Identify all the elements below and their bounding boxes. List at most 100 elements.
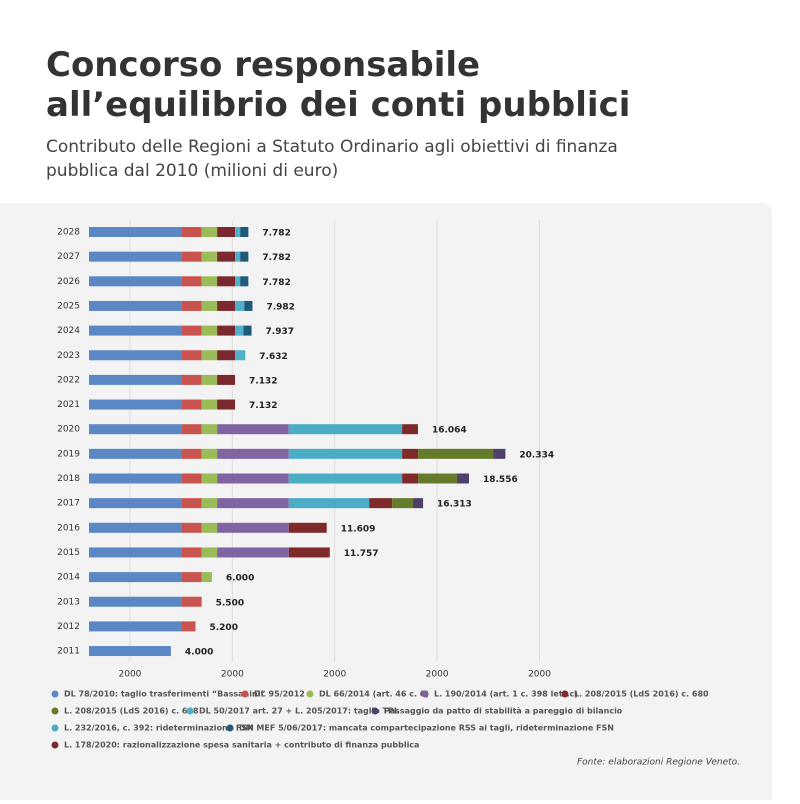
bar-segment <box>201 473 218 484</box>
bar-segment <box>217 424 289 435</box>
total-label: 16.313 <box>437 500 472 510</box>
bar-segment <box>181 251 202 262</box>
bar-segment <box>217 350 236 361</box>
bar-segment <box>89 621 182 632</box>
bar-segment <box>89 399 182 410</box>
legend-marker <box>51 690 59 698</box>
bar-segment <box>235 325 244 336</box>
legend-label: L. 208/2015 (LdS 2016) c. 688 <box>64 707 199 716</box>
total-label: 18.556 <box>483 475 518 485</box>
bar-segment <box>402 424 418 435</box>
bar-segment <box>89 227 182 237</box>
bar-segment <box>89 522 182 533</box>
bar-segment <box>181 498 202 509</box>
legend-marker <box>421 690 429 698</box>
bar-segment <box>201 227 218 237</box>
bar-segment <box>418 448 494 459</box>
total-label: 7.132 <box>249 376 277 386</box>
total-label: 7.632 <box>259 352 287 362</box>
bar-segment <box>402 473 419 484</box>
bar-segment <box>89 300 182 311</box>
total-label: 5.500 <box>216 598 244 608</box>
total-label: 11.609 <box>341 524 376 534</box>
bar-segment <box>181 473 202 484</box>
y-tick-label: 2026 <box>57 277 80 287</box>
bar-segment <box>217 227 236 237</box>
legend-label: L. 190/2014 (art. 1 c. 398 lett.c) <box>434 690 578 699</box>
bar-segment <box>201 424 218 435</box>
legend-label: L. 178/2020: razionalizzazione spesa san… <box>64 741 419 750</box>
y-tick-label: 2018 <box>57 474 80 484</box>
bar-segment <box>240 251 249 262</box>
bar-segment <box>235 227 241 237</box>
total-label: 7.782 <box>262 253 290 263</box>
source: Fonte: elaborazioni Regione Veneto. <box>577 758 740 768</box>
legend-label: L. 232/2016, c. 392: rideterminazione FS… <box>64 724 254 733</box>
y-tick-label: 2027 <box>57 252 80 262</box>
bar-segment <box>181 300 202 311</box>
bar-segment <box>201 251 218 262</box>
chart-title: Concorso responsabile all’equilibrio dei … <box>46 45 630 125</box>
bar-segment <box>181 596 202 607</box>
bar-segment <box>235 251 241 262</box>
x-tick-label: 2000 <box>426 670 449 680</box>
legend-marker <box>186 707 194 715</box>
bar-segment <box>457 473 469 484</box>
bar-segment <box>217 300 236 311</box>
bar-segment <box>201 547 218 558</box>
bar-segment <box>217 374 236 385</box>
legend-label: DL 78/2010: taglio trasferimenti “Bassan… <box>64 690 266 699</box>
bar-segment <box>217 448 289 459</box>
bar-segment <box>217 325 236 336</box>
legend-marker <box>51 707 59 715</box>
bar-segment <box>201 522 218 533</box>
legend-marker <box>561 690 569 698</box>
bar-segment <box>181 448 202 459</box>
bar-segment <box>240 227 249 237</box>
legend-label: DL 95/2012 <box>254 690 305 699</box>
chart-subtitle: Contributo delle Regioni a Statuto Ordin… <box>46 137 618 181</box>
x-tick-label: 2000 <box>119 670 142 680</box>
y-tick-label: 2024 <box>57 326 80 336</box>
y-tick-label: 2021 <box>57 400 80 410</box>
bar-segment <box>288 424 403 435</box>
bar-segment <box>89 547 182 558</box>
bar-segment <box>288 448 403 459</box>
bar-segment <box>235 350 246 361</box>
y-tick-label: 2025 <box>57 301 80 311</box>
bar-segment <box>89 374 182 385</box>
total-label: 16.064 <box>432 426 467 436</box>
bar-segment <box>181 227 202 237</box>
bar-segment <box>217 547 289 558</box>
legend-label: DM MEF 5/06/2017: mancata compartecipazi… <box>239 724 614 733</box>
bar-segment <box>201 325 218 336</box>
bar-segment <box>201 374 218 385</box>
y-tick-label: 2011 <box>57 647 80 657</box>
bar-segment <box>493 448 506 459</box>
legend-marker <box>226 724 234 732</box>
bar-segment <box>89 424 182 435</box>
bar-segment <box>181 374 202 385</box>
bar-segment <box>89 646 171 657</box>
bar-segment <box>201 572 212 583</box>
bar-segment <box>89 448 182 459</box>
y-tick-label: 2028 <box>57 228 80 238</box>
bar-segment <box>243 325 252 336</box>
bar-segment <box>181 350 202 361</box>
bar-segment <box>89 276 182 287</box>
legend-marker <box>306 690 314 698</box>
bar-segment <box>201 350 218 361</box>
y-tick-label: 2016 <box>57 523 80 533</box>
bar-segment <box>89 572 182 583</box>
total-label: 7.782 <box>262 278 290 288</box>
bar-segment <box>392 498 414 509</box>
legend-marker <box>241 690 249 698</box>
x-tick-label: 2000 <box>221 670 244 680</box>
bar-segment <box>181 276 202 287</box>
x-tick-label: 2000 <box>528 670 551 680</box>
bar-segment <box>181 621 196 632</box>
bar-segment <box>89 498 182 509</box>
total-label: 7.782 <box>262 229 290 239</box>
bar-segment <box>235 300 245 311</box>
bar-segment <box>181 424 202 435</box>
